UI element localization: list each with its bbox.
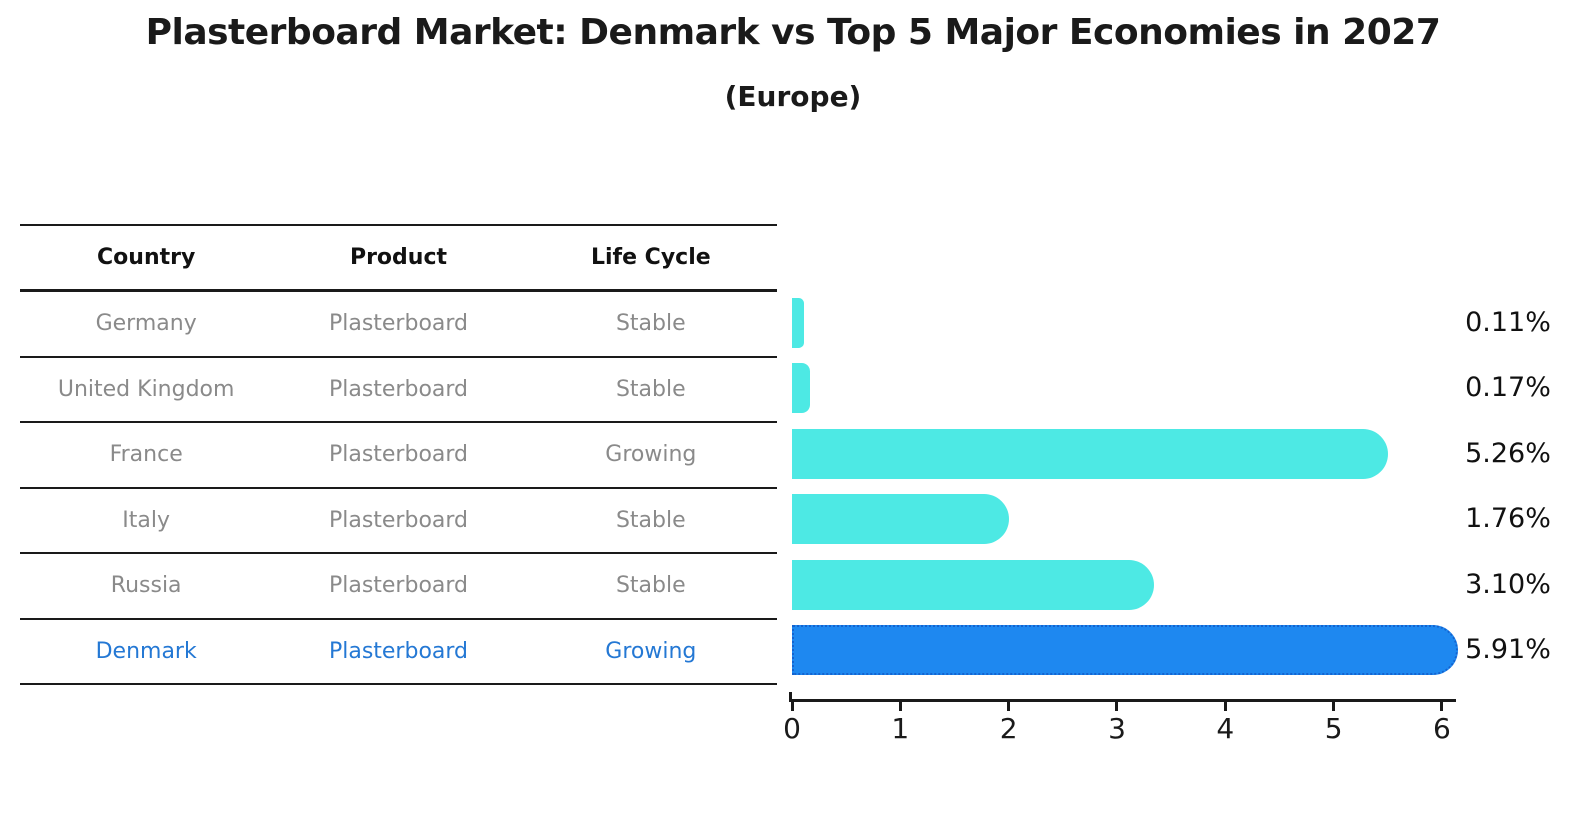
x-axis-line [789,699,1456,702]
cell-country: Denmark [95,638,197,664]
table-row-italy: Italy Plasterboard Stable [20,489,777,554]
x-axis-tick [1115,702,1119,711]
bar-russia [792,559,1154,610]
cell-product: Plasterboard [328,442,469,468]
table-row-denmark: Denmark Plasterboard Growing [20,620,777,685]
x-tick-label: 3 [1108,712,1126,745]
cell-country: Russia [110,573,182,599]
country-table: Country Product Life Cycle Germany Plast… [20,224,777,685]
x-axis-spine-end [789,692,792,699]
table-row-united-kingdom: United Kingdom Plasterboard Stable [20,358,777,423]
cell-product: Plasterboard [328,638,469,664]
x-tick-label: 0 [783,712,801,745]
bar-value-label: 3.10% [1465,568,1551,600]
cell-life-cycle: Growing [605,638,697,664]
cell-product: Plasterboard [328,311,469,337]
bar-germany [792,298,804,348]
x-tick-label: 2 [999,712,1018,745]
x-axis-tick [1332,702,1336,711]
cell-product: Plasterboard [328,507,469,533]
bar-france [792,428,1388,479]
x-tick-label: 5 [1324,712,1343,745]
cell-product: Plasterboard [328,573,469,599]
bar-italy [792,494,1009,545]
table-header-row: Country Product Life Cycle [20,226,777,292]
cell-life-cycle: Growing [605,442,697,468]
cell-life-cycle: Stable [615,376,686,402]
x-axis-tick [898,702,902,711]
column-header-country: Country [97,245,196,270]
table-row-france: France Plasterboard Growing [20,423,777,489]
cell-life-cycle: Stable [615,311,686,337]
bar-value-label: 1.76% [1465,503,1551,535]
column-header-life-cycle: Life Cycle [590,245,711,270]
cell-product: Plasterboard [328,376,469,402]
cell-country: Italy [122,507,171,533]
x-tick-label: 1 [891,712,910,745]
x-axis-tick [1223,702,1227,711]
x-axis-tick [1007,702,1011,711]
cell-country: France [109,442,183,468]
chart-title: Plasterboard Market: Denmark vs Top 5 Ma… [145,12,1441,53]
cell-country: Germany [95,311,197,337]
bar-value-label: 0.17% [1465,372,1551,404]
bar-denmark [792,625,1459,675]
cell-country: United Kingdom [57,376,235,402]
bar-value-label: 5.26% [1465,437,1551,469]
table-row-germany: Germany Plasterboard Stable [20,292,777,358]
x-axis-tick [790,702,794,711]
x-tick-label: 4 [1216,712,1235,745]
bar-value-label: 0.11% [1465,307,1551,338]
chart-subtitle: (Europe) [724,80,862,113]
bar-united-kingdom [792,363,811,414]
cell-life-cycle: Stable [615,573,686,599]
cell-life-cycle: Stable [615,507,686,533]
bar-value-label: 5.91% [1465,634,1551,665]
table-row-russia: Russia Plasterboard Stable [20,554,777,620]
x-axis-tick [1440,702,1444,711]
column-header-product: Product [349,245,448,270]
x-tick-label: 6 [1433,712,1451,745]
